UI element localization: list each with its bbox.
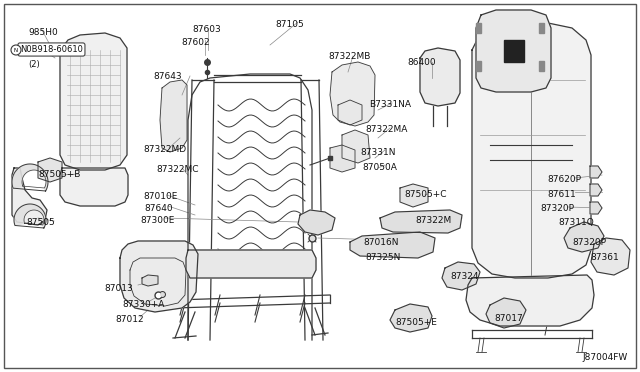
Bar	[539, 61, 544, 71]
Text: 86400: 86400	[407, 58, 436, 67]
Polygon shape	[590, 202, 602, 214]
Polygon shape	[38, 158, 62, 182]
Text: 87013: 87013	[104, 284, 132, 293]
Text: 87505: 87505	[26, 218, 55, 227]
Text: 87322MA: 87322MA	[365, 125, 408, 134]
Polygon shape	[12, 164, 48, 191]
Text: 87505+B: 87505+B	[38, 170, 81, 179]
Polygon shape	[298, 210, 335, 235]
Text: 87324: 87324	[450, 272, 479, 281]
Bar	[476, 23, 481, 33]
Text: 87016N: 87016N	[363, 238, 399, 247]
Polygon shape	[186, 250, 316, 278]
Text: 87505+C: 87505+C	[404, 190, 447, 199]
Text: 87050A: 87050A	[362, 163, 397, 172]
Text: B7331NA: B7331NA	[369, 100, 411, 109]
Polygon shape	[420, 48, 460, 106]
Polygon shape	[486, 298, 526, 328]
Text: 87322MD: 87322MD	[143, 145, 186, 154]
Polygon shape	[442, 262, 480, 290]
Polygon shape	[330, 145, 355, 172]
Text: (2): (2)	[28, 60, 40, 69]
Polygon shape	[472, 23, 591, 278]
Polygon shape	[400, 184, 428, 207]
Bar	[504, 40, 524, 62]
Text: 87322MC: 87322MC	[156, 165, 198, 174]
Text: 87105: 87105	[275, 20, 304, 29]
Polygon shape	[380, 210, 462, 233]
Text: 87300E: 87300E	[140, 216, 174, 225]
Text: 87611: 87611	[547, 190, 576, 199]
Polygon shape	[60, 168, 128, 206]
Text: 87311Q: 87311Q	[558, 218, 594, 227]
Text: 87640: 87640	[144, 204, 173, 213]
Text: 87017: 87017	[494, 314, 523, 323]
Polygon shape	[338, 100, 362, 125]
Circle shape	[11, 45, 21, 55]
Text: 87320P: 87320P	[572, 238, 606, 247]
Text: 87331N: 87331N	[360, 148, 396, 157]
Polygon shape	[120, 241, 198, 312]
Polygon shape	[142, 275, 158, 286]
Text: 87010E: 87010E	[143, 192, 177, 201]
Polygon shape	[590, 184, 602, 196]
Polygon shape	[590, 166, 602, 178]
Text: 87322M: 87322M	[415, 216, 451, 225]
Polygon shape	[14, 204, 46, 228]
Polygon shape	[330, 62, 375, 126]
Polygon shape	[564, 222, 604, 252]
Text: 87361: 87361	[590, 253, 619, 262]
Text: 87322MB: 87322MB	[328, 52, 371, 61]
Text: 87603: 87603	[192, 25, 221, 34]
Polygon shape	[390, 304, 432, 332]
Bar	[539, 23, 544, 33]
Polygon shape	[342, 130, 370, 163]
Text: 87643: 87643	[153, 72, 182, 81]
Text: 87330+A: 87330+A	[122, 300, 164, 309]
Text: 87602: 87602	[181, 38, 210, 47]
Polygon shape	[160, 80, 187, 152]
Text: 87012: 87012	[115, 315, 143, 324]
Text: 87620P: 87620P	[547, 175, 581, 184]
Text: J87004FW: J87004FW	[583, 353, 628, 362]
Polygon shape	[350, 232, 435, 258]
Polygon shape	[12, 168, 47, 225]
Polygon shape	[466, 275, 594, 326]
Polygon shape	[591, 238, 630, 275]
Text: N: N	[14, 48, 18, 52]
Text: 87505+E: 87505+E	[395, 318, 437, 327]
Polygon shape	[476, 10, 551, 92]
Bar	[476, 61, 481, 71]
Text: 87320P: 87320P	[540, 204, 574, 213]
Text: N0B918-60610: N0B918-60610	[20, 45, 83, 54]
Text: 985H0: 985H0	[28, 28, 58, 37]
Polygon shape	[60, 33, 127, 170]
Text: 87325N: 87325N	[365, 253, 401, 262]
